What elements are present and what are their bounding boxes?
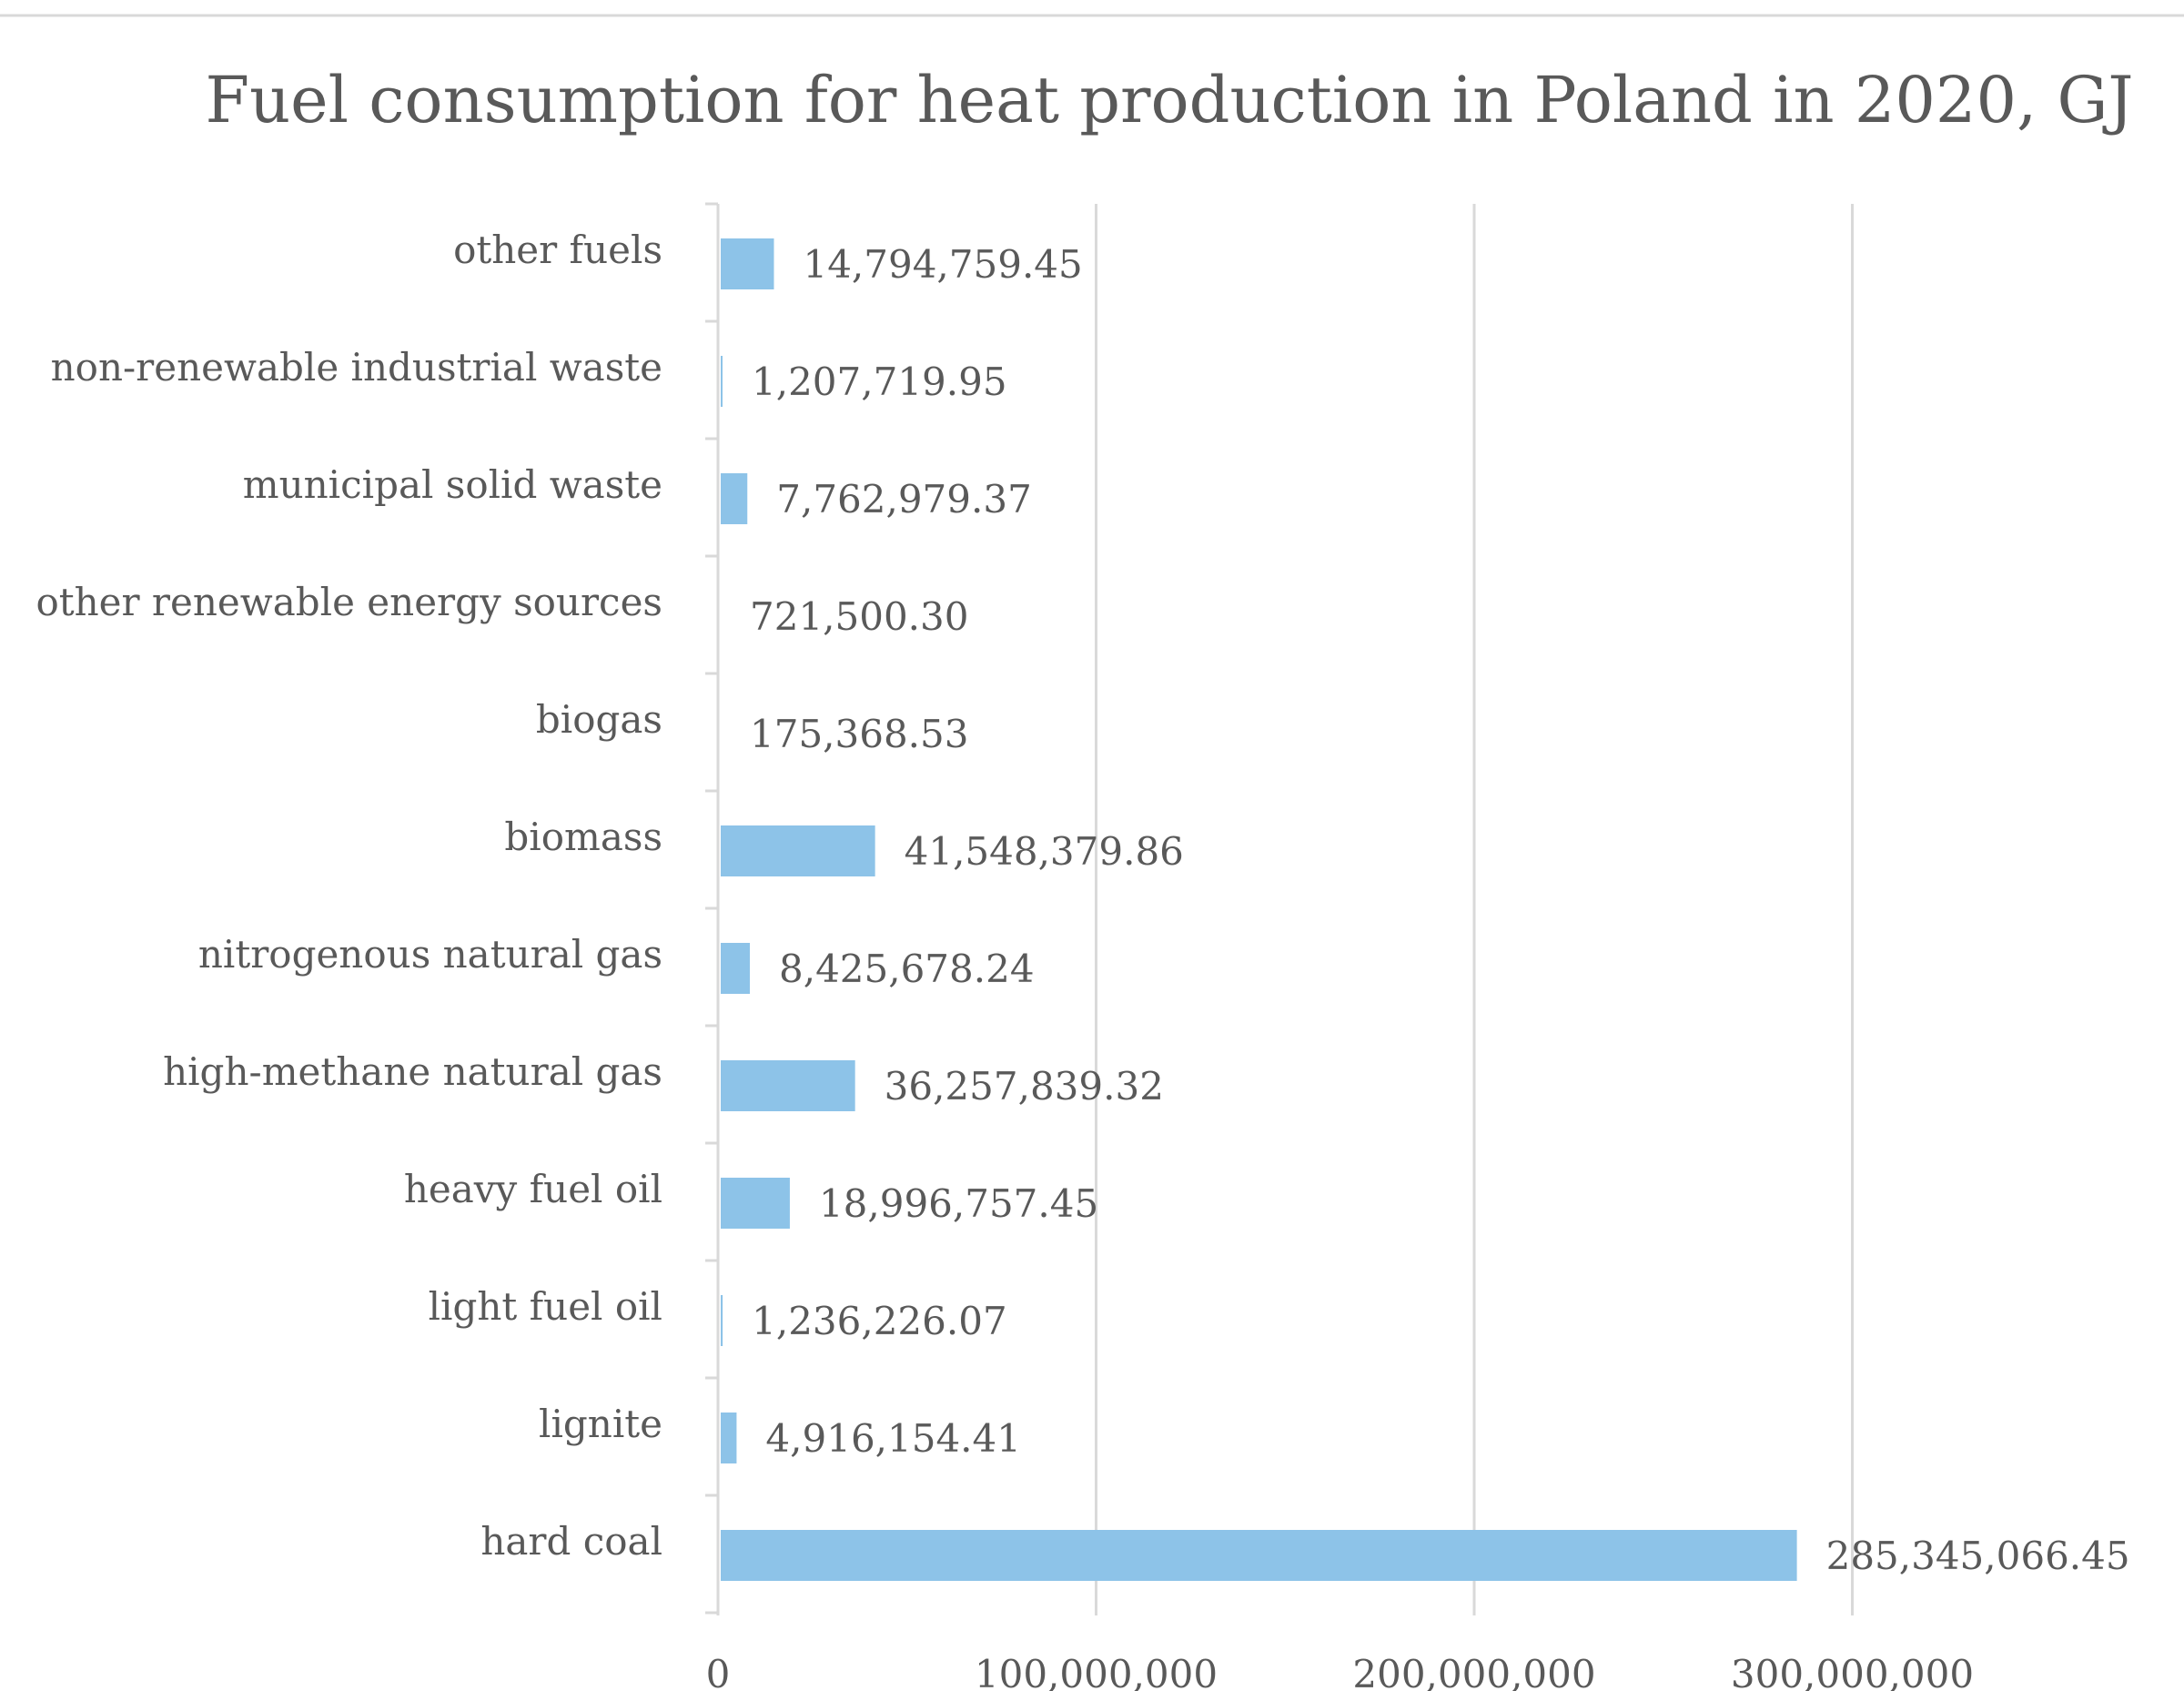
bar (721, 943, 751, 994)
x-tick-label: 100,000,000 (975, 1652, 1218, 1691)
category-label: light fuel oil (429, 1284, 662, 1329)
data-label: 7,762,979.37 (776, 477, 1032, 521)
category-label: nitrogenous natural gas (198, 932, 662, 977)
x-tick-label: 300,000,000 (1731, 1652, 1974, 1691)
category-label: hard coal (480, 1519, 662, 1564)
category-label: biomass (504, 815, 662, 859)
data-labels: 14,794,759.45 1,207,719.95 7,762,979.37 721… (750, 242, 2130, 1578)
bar (721, 1530, 1797, 1581)
data-label: 721,500.30 (750, 594, 968, 639)
category-label: other fuels (453, 228, 662, 272)
x-tick-labels: 0 100,000,000 200,000,000 300,000,000 (706, 1652, 1974, 1691)
y-axis (705, 202, 720, 1615)
gridlines (1095, 204, 1854, 1615)
bar (721, 1295, 723, 1346)
data-label: 4,916,154.41 (765, 1416, 1021, 1461)
data-label: 1,207,719.95 (752, 359, 1007, 404)
bar (721, 238, 774, 289)
data-label: 18,996,757.45 (819, 1181, 1098, 1226)
data-label: 36,257,839.32 (885, 1064, 1164, 1109)
x-tick-label: 0 (706, 1652, 731, 1691)
category-labels: other fuels non-renewable industrial wast… (35, 228, 662, 1564)
bar (721, 1413, 737, 1463)
category-label: non-renewable industrial waste (51, 345, 662, 390)
bar (721, 1178, 790, 1229)
bars (721, 238, 1797, 1581)
data-label: 1,236,226.07 (752, 1299, 1007, 1343)
data-label: 41,548,379.86 (905, 829, 1184, 874)
bar (721, 473, 748, 524)
data-label: 175,368.53 (750, 712, 968, 756)
bar (721, 1060, 855, 1111)
category-label: heavy fuel oil (404, 1167, 662, 1211)
category-label: municipal solid waste (243, 462, 662, 507)
category-label: biogas (536, 697, 662, 742)
bar (721, 825, 875, 876)
x-tick-label: 200,000,000 (1352, 1652, 1595, 1691)
data-label: 8,425,678.24 (779, 947, 1035, 991)
category-label: other renewable energy sources (35, 580, 662, 624)
bar (721, 356, 723, 407)
data-label: 285,345,066.45 (1826, 1534, 2130, 1578)
chart-title: Fuel consumption for heat production in … (206, 63, 2134, 137)
data-label: 14,794,759.45 (803, 242, 1082, 287)
category-label: high-methane natural gas (163, 1049, 662, 1094)
category-label: lignite (539, 1402, 662, 1446)
